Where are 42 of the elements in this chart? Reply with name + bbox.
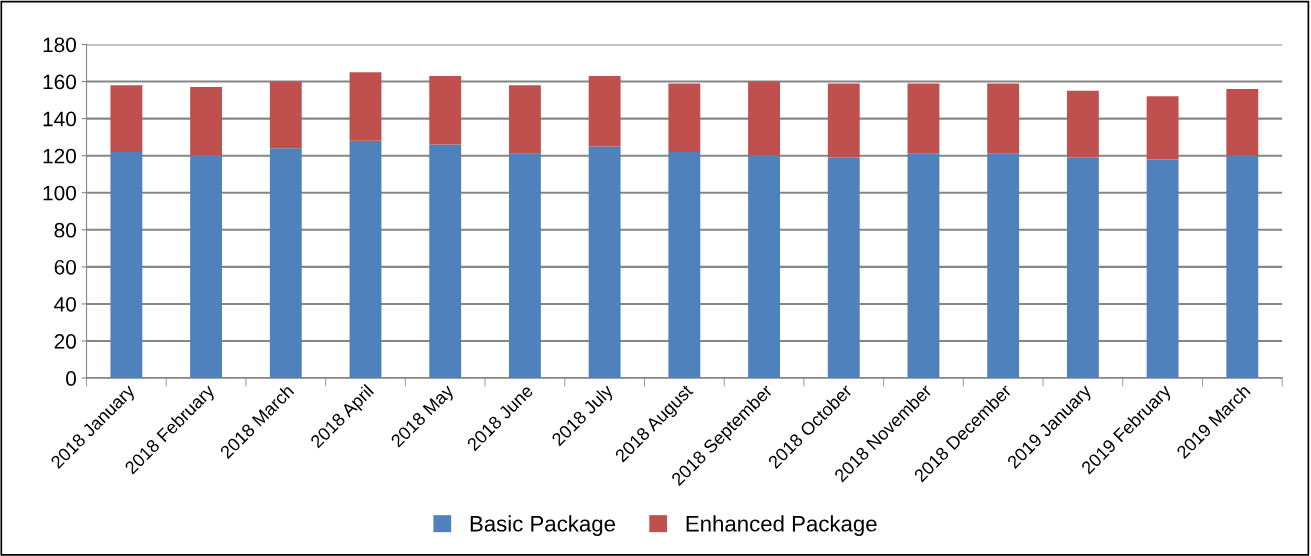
y-tick-label: 0 <box>66 371 76 386</box>
bar <box>748 155 780 379</box>
bar <box>508 85 541 154</box>
bar <box>429 75 462 145</box>
bar <box>987 83 1020 154</box>
bar <box>1066 90 1099 158</box>
bar <box>269 148 302 379</box>
bar <box>827 83 860 158</box>
legend-label: Basic Package <box>470 515 615 536</box>
bar <box>1146 96 1179 160</box>
bar <box>1226 88 1259 156</box>
y-tick-label: 100 <box>43 185 76 201</box>
bar <box>349 140 382 379</box>
y-tick-label: 40 <box>54 296 76 312</box>
legend-label: Enhanced Package <box>686 515 877 536</box>
y-tick-label: 120 <box>43 148 76 164</box>
bar <box>190 87 223 156</box>
bar <box>429 144 462 379</box>
bar <box>907 153 940 379</box>
bar <box>1226 155 1259 379</box>
y-tick-label: 60 <box>54 259 76 275</box>
bar <box>110 151 143 379</box>
y-tick-label: 80 <box>54 222 76 238</box>
bar <box>269 81 302 149</box>
bar <box>987 153 1020 379</box>
bar <box>668 83 701 152</box>
bar <box>508 153 541 379</box>
bar <box>349 72 382 141</box>
y-tick-label: 160 <box>43 74 76 90</box>
bar <box>110 85 143 152</box>
y-tick-label: 140 <box>43 111 76 127</box>
bar <box>588 146 621 379</box>
bar <box>1146 159 1179 379</box>
bar <box>827 157 860 379</box>
bar <box>588 75 621 147</box>
y-tick-label: 20 <box>54 334 76 349</box>
bar <box>668 151 701 379</box>
bar <box>907 83 940 154</box>
bar <box>748 81 780 156</box>
bar <box>190 155 223 379</box>
y-tick-label: 180 <box>43 37 76 53</box>
bar <box>1066 157 1099 379</box>
